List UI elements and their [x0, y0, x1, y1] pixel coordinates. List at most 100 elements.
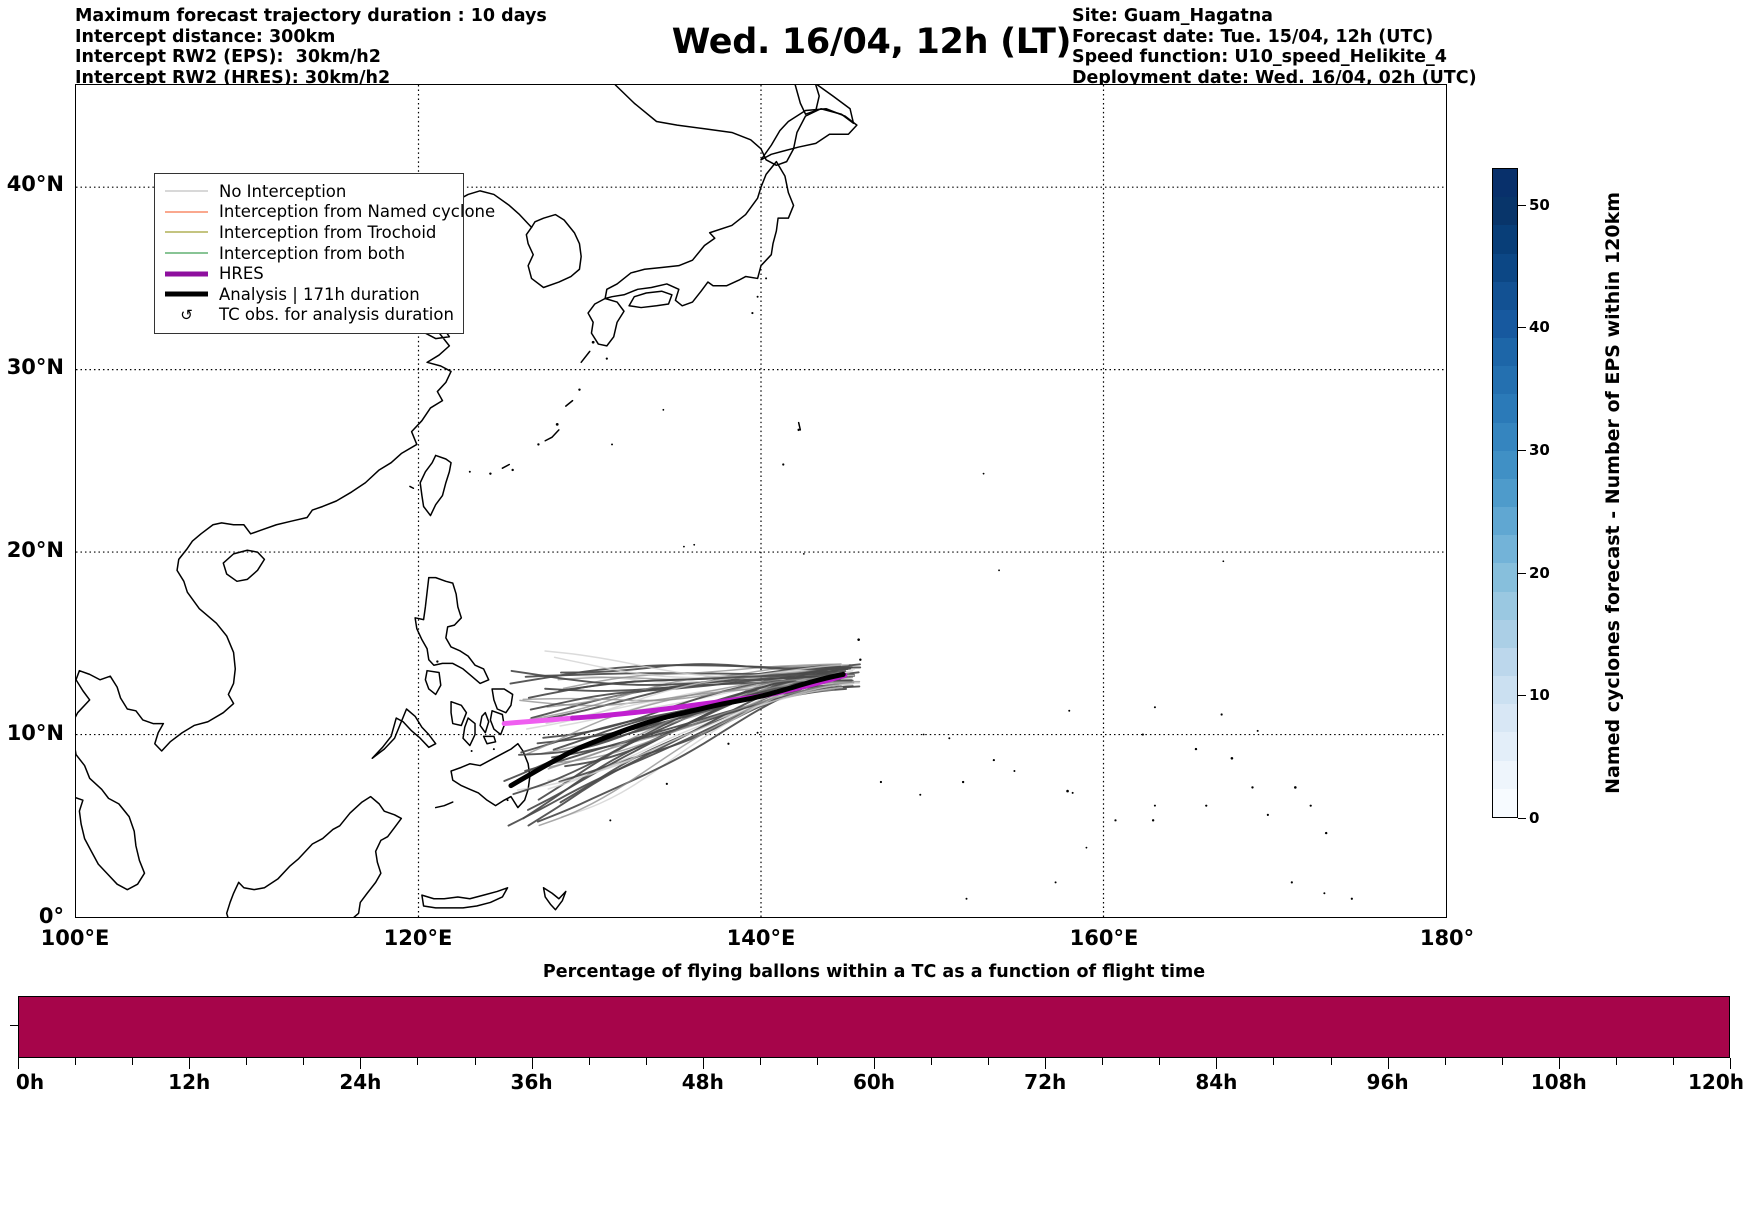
colorbar-segment — [1493, 281, 1517, 310]
island-marker — [605, 357, 608, 360]
time-tick — [303, 1058, 305, 1065]
time-tick — [1444, 1058, 1446, 1065]
time-tick — [645, 1058, 647, 1065]
legend-tc-obs[interactable]: ↺ TC obs. for analysis duration — [163, 305, 455, 326]
island-marker — [470, 750, 473, 752]
coastline-path — [450, 700, 468, 727]
legend-both[interactable]: Interception from both — [163, 243, 455, 264]
island-marker — [1350, 897, 1353, 900]
time-tick — [1672, 1058, 1674, 1065]
island-marker — [1054, 881, 1057, 884]
percentage-bar-fill — [19, 997, 1729, 1057]
island-marker — [693, 543, 696, 546]
legend-label: Interception from both — [219, 243, 406, 263]
time-tick — [531, 1058, 533, 1069]
island-marker — [1071, 791, 1074, 794]
island-marker — [492, 748, 495, 751]
time-tick — [1216, 1058, 1218, 1069]
time-tick — [816, 1058, 818, 1065]
cyclone-icon: ↺ — [180, 305, 193, 324]
lat-tick-label: 20°N — [6, 538, 64, 563]
island-marker — [662, 408, 665, 411]
legend-trochoid[interactable]: Interception from Trochoid — [163, 222, 455, 243]
legend-analysis[interactable]: Analysis | 171h duration — [163, 284, 455, 305]
time-tick-label: 120h — [1688, 1070, 1744, 1094]
colorbar-segment — [1493, 197, 1517, 226]
colorbar-ticks: 0 10 20 30 40 50 — [1518, 168, 1588, 827]
colorbar-segment — [1493, 732, 1517, 761]
colorbar-segment — [1493, 788, 1517, 817]
time-tick — [75, 1058, 77, 1065]
time-tick — [1045, 1058, 1047, 1069]
island-marker — [537, 443, 540, 446]
lon-tick-label: 120°E — [383, 926, 453, 950]
island-marker — [468, 470, 471, 473]
time-tick — [988, 1058, 990, 1065]
lat-tick-label: 0° — [38, 904, 64, 928]
island-marker — [1013, 770, 1016, 773]
time-tick — [1501, 1058, 1503, 1065]
legend-label: Interception from Trochoid — [219, 222, 437, 242]
analysis-track — [508, 671, 846, 789]
lat-tick-label: 10°N — [6, 721, 64, 746]
coastline-path — [225, 881, 240, 917]
legend-swatch — [163, 184, 210, 198]
time-tick — [18, 1058, 19, 1069]
island-marker — [1153, 706, 1156, 709]
island-marker — [489, 472, 492, 475]
colorbar-tick-label: 20 — [1518, 564, 1550, 582]
coastline-path — [542, 887, 567, 911]
coastline-path — [489, 710, 505, 736]
percentage-panel-title: Percentage of flying ballons within a TC… — [542, 962, 1206, 982]
legend-named-cyclone[interactable]: Interception from Named cyclone — [163, 202, 495, 223]
island-marker — [1290, 881, 1293, 884]
time-tick — [1273, 1058, 1275, 1065]
forecast-map[interactable]: No Interception Interception from Named c… — [75, 84, 1447, 918]
colorbar-tick-label: 40 — [1518, 318, 1550, 336]
coastline-path — [482, 735, 497, 745]
colorbar-segment — [1493, 450, 1517, 479]
island-marker — [802, 552, 805, 555]
coastline-path — [587, 297, 625, 347]
colorbar-tick-label: 50 — [1518, 196, 1550, 214]
island-marker — [511, 468, 514, 472]
coastline-path — [501, 463, 511, 469]
coastline-path — [797, 421, 802, 431]
colorbar-segment — [1493, 253, 1517, 282]
colorbar-label: Named cyclones forecast - Number of EPS … — [1602, 192, 1624, 794]
island-marker — [857, 638, 860, 641]
ensemble-track — [529, 674, 846, 711]
map-canvas — [76, 85, 1446, 917]
island-marker — [1230, 756, 1234, 760]
coastline-path — [462, 717, 476, 747]
lat-tick-label: 40°N — [6, 172, 64, 197]
ensemble-trajectories — [503, 650, 862, 827]
time-tick — [189, 1058, 191, 1069]
island-marker — [1153, 804, 1156, 807]
island-marker — [1294, 786, 1297, 789]
coastline-path — [421, 887, 509, 909]
coastline-path — [424, 669, 442, 696]
map-legend[interactable]: No Interception Interception from Named c… — [154, 173, 495, 335]
island-marker — [1309, 804, 1312, 807]
time-tick-label: 72h — [1024, 1070, 1067, 1094]
island-marker — [591, 340, 595, 344]
island-marker — [961, 780, 965, 784]
time-tick-label: 48h — [681, 1070, 724, 1094]
time-tick — [246, 1058, 248, 1065]
lon-tick-label: 160°E — [1069, 926, 1139, 950]
time-tick — [474, 1058, 476, 1065]
colorbar-segment — [1493, 366, 1517, 395]
island-marker — [965, 897, 968, 900]
time-tick — [360, 1058, 362, 1069]
island-marker — [555, 422, 559, 426]
time-tick-label: 0h — [15, 1070, 45, 1094]
island-marker — [756, 731, 759, 734]
island-marker — [948, 737, 951, 740]
coastline-path — [760, 107, 858, 161]
legend-hres[interactable]: HRES — [163, 263, 455, 284]
legend-no-interception[interactable]: No Interception — [163, 181, 455, 202]
colorbar-segment — [1493, 309, 1517, 339]
island-marker — [982, 472, 985, 475]
time-tick-label: 60h — [852, 1070, 896, 1094]
